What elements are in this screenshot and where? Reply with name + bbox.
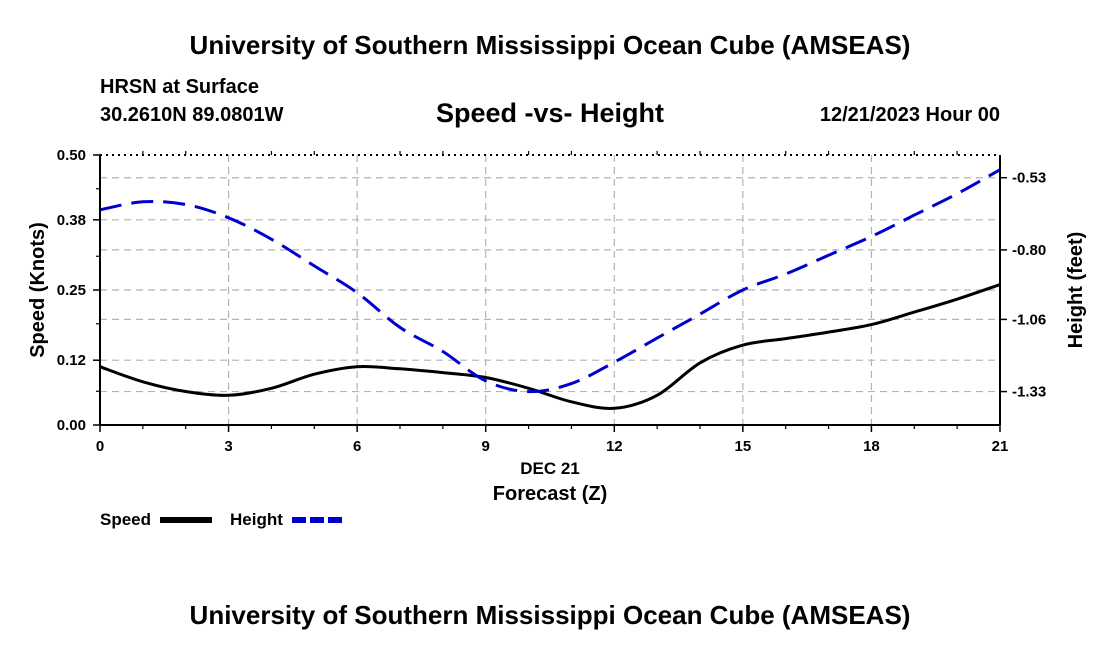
axis-labels: 0 3 6 9 12 15 18 21 0.00 0.12 0.25 0.38 0.50 -0.53 -0.… [27, 147, 1087, 505]
y-right-tick-label: -1.06 [1012, 311, 1046, 328]
x-axis-date-label: DEC 21 [520, 459, 580, 478]
y-right-tick-label: -1.33 [1012, 384, 1046, 401]
header-title: University of Southern Mississippi Ocean… [189, 30, 911, 60]
x-tick-label: 12 [606, 438, 623, 455]
legend: Speed Height [100, 510, 343, 529]
y-left-tick-label: 0.25 [57, 282, 86, 299]
y-left-axis-label: Speed (Knots) [27, 222, 49, 358]
x-tick-label: 3 [224, 438, 232, 455]
y-right-axis-label: Height (feet) [1065, 232, 1087, 349]
legend-label-height: Height [230, 510, 283, 529]
x-tick-label: 15 [735, 438, 752, 455]
x-axis-label: Forecast (Z) [493, 483, 607, 505]
x-tick-label: 6 [353, 438, 361, 455]
axis-ticks [93, 151, 1007, 432]
grid-lines [100, 155, 1000, 425]
y-left-tick-label: 0.12 [57, 352, 86, 369]
y-right-tick-label: -0.53 [1012, 170, 1046, 187]
chart-subtitle: Speed -vs- Height [435, 98, 665, 128]
y-left-tick-label: 0.38 [57, 212, 86, 229]
y-left-tick-label: 0.50 [57, 147, 86, 164]
footer-title: University of Southern Mississippi Ocean… [189, 600, 911, 630]
x-tick-label: 18 [863, 438, 880, 455]
height-series-line [99, 168, 1001, 394]
speed-series-line [99, 283, 1001, 410]
x-tick-label: 0 [96, 438, 104, 455]
speed-height-chart: 0 3 6 9 12 15 18 21 0.00 0.12 0.25 0.38 0.50 -0.53 -0.… [27, 147, 1087, 529]
y-left-tick-label: 0.00 [57, 417, 86, 434]
forecast-datetime: 12/21/2023 Hour 00 [819, 104, 1000, 126]
y-right-tick-label: -0.80 [1012, 242, 1046, 259]
x-tick-label: 9 [482, 438, 490, 455]
station-coordinates: 30.2610N 89.0801W [100, 104, 284, 126]
series-lines [99, 168, 1001, 410]
station-name: HRSN at Surface [100, 76, 259, 98]
x-tick-label: 21 [992, 438, 1009, 455]
legend-label-speed: Speed [100, 510, 151, 529]
